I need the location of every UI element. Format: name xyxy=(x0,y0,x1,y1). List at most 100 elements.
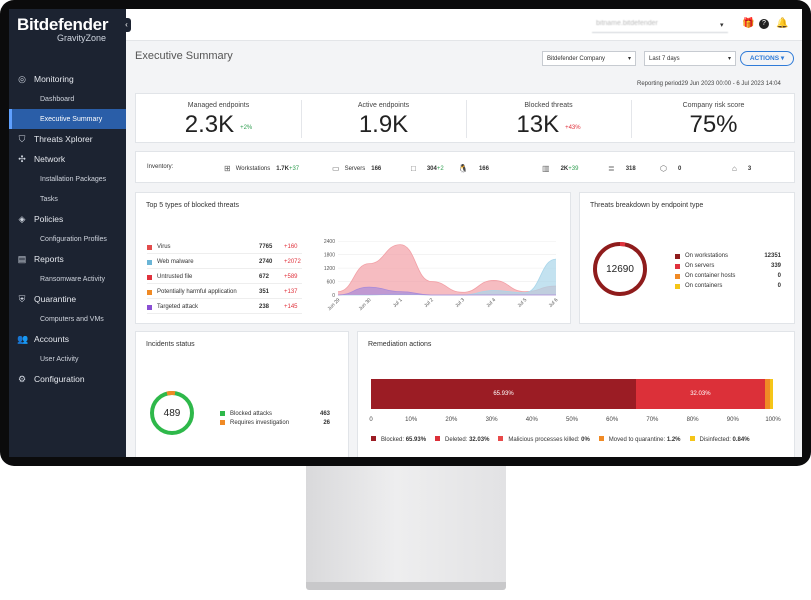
actions-button[interactable]: ACTIONS ▾ xyxy=(740,51,794,66)
inventory-name: Servers xyxy=(344,165,366,172)
y-tick-label: 0 xyxy=(332,293,335,299)
inventory-vm[interactable]: ▥ 2K +39 xyxy=(542,164,578,173)
x-tick-label: 50% xyxy=(565,417,579,423)
threat-row: Potentially harmful application 351 +137 xyxy=(147,286,302,299)
legend-value: 0% xyxy=(581,437,590,443)
legend-value: 65.93% xyxy=(405,437,427,443)
vm-icon: ▥ xyxy=(542,164,550,173)
remediation-stacked-bar: 65.93% 32.03% xyxy=(371,379,773,409)
user-dropdown[interactable]: bitname.bitdefender xyxy=(592,16,728,33)
sidebar-subitem-configuration-profiles[interactable]: Configuration Profiles xyxy=(9,229,126,249)
sidebar-subitem-ransomware-activity[interactable]: Ransomware Activity xyxy=(9,269,126,289)
legend-swatch xyxy=(147,289,152,295)
legend-swatch xyxy=(598,436,604,441)
inventory-count: 3 xyxy=(747,165,752,172)
sidebar-subitem-executive-summary[interactable]: Executive Summary xyxy=(9,109,126,129)
legend-label: Blocked: xyxy=(381,437,406,443)
remediation-legend-item: Deleted: 32.03% xyxy=(435,436,489,445)
sidebar-subitem-computers-and-vms[interactable]: Computers and VMs xyxy=(9,309,126,329)
y-tick-label: 600 xyxy=(327,280,336,286)
bar-segment-blocked[interactable]: 65.93% xyxy=(371,379,637,409)
kpi-value: 75% xyxy=(689,111,738,138)
notifications-icon[interactable]: 🔔 xyxy=(776,18,789,29)
kpi-company-risk-score: Company risk score 75% xyxy=(631,94,796,144)
threat-row: Virus 7765 +160 xyxy=(147,241,302,254)
storage-icon: ≣ xyxy=(608,164,615,173)
chevron-down-icon: ▾ xyxy=(780,55,785,62)
threat-name: Virus xyxy=(157,244,171,250)
kpi-label: Blocked threats xyxy=(524,102,573,109)
breakdown-row: On workstations 12351 xyxy=(675,251,781,261)
sidebar-item-monitoring[interactable]: ◎ Monitoring xyxy=(9,69,126,89)
gift-icon[interactable]: 🎁 xyxy=(742,18,755,29)
sidebar-item-label: Quarantine xyxy=(34,294,77,304)
kpi-delta: +43% xyxy=(565,124,581,131)
sidebar-item-network[interactable]: ✣ Network xyxy=(9,149,126,169)
sidebar-item-label: Network xyxy=(34,154,66,164)
inventory-network-device[interactable]: ⌂ 3 xyxy=(732,164,751,173)
card-title: Top 5 types of blocked threats xyxy=(146,202,239,209)
inventory-storage[interactable]: ≣ 318 xyxy=(608,164,636,173)
sidebar-item-label: User Activity xyxy=(40,355,79,363)
user-name: bitname.bitdefender xyxy=(596,20,658,27)
breakdown-count: 0 xyxy=(777,273,781,279)
reports-icon: ▤ xyxy=(17,254,27,264)
bar-segment-moved-to-quarantine[interactable] xyxy=(764,379,770,409)
brand-logo: Bitdefender xyxy=(17,15,109,34)
sidebar-item-label: Tasks xyxy=(40,195,58,203)
x-tick-label: Jun 29 xyxy=(327,297,342,312)
threat-count: 238 xyxy=(259,304,270,310)
sidebar-subitem-installation-packages[interactable]: Installation Packages xyxy=(9,169,126,189)
container-icon: ⬡ xyxy=(660,164,667,173)
threat-row: Untrusted file 672 +589 xyxy=(147,271,302,284)
company-filter[interactable]: Bitdefender Company ▾ xyxy=(542,51,636,66)
inventory-windows[interactable]: ⊞ Workstations 1.7K +37 xyxy=(224,164,299,173)
y-tick-label: 2400 xyxy=(324,239,335,245)
sidebar-item-accounts[interactable]: 👥 Accounts xyxy=(9,329,126,349)
threat-delta: +160 xyxy=(284,244,298,250)
collapse-sidebar-button[interactable]: ‹ xyxy=(122,18,131,32)
breakdown-total: 12690 xyxy=(606,264,634,275)
help-icon[interactable]: ? xyxy=(759,19,769,29)
sidebar-subitem-user-activity[interactable]: User Activity xyxy=(9,349,126,369)
legend-swatch xyxy=(147,244,152,250)
x-tick-label: 40% xyxy=(525,417,538,423)
bar-segment-deleted[interactable]: 32.03% xyxy=(636,379,765,409)
inventory-count: 2K xyxy=(560,165,569,172)
topbar: bitname.bitdefender ▾ 🎁 ? 🔔 xyxy=(126,9,802,41)
inventory-count: 1.7K xyxy=(276,165,289,172)
bar-segment-disinfected[interactable] xyxy=(769,379,773,409)
brand-product: GravityZone xyxy=(57,33,107,43)
sidebar-item-label: Threats Xplorer xyxy=(34,134,93,144)
period-filter[interactable]: Last 7 days ▾ xyxy=(644,51,736,66)
legend-label: Disinfected: xyxy=(699,437,733,443)
kpi-label: Company risk score xyxy=(682,102,745,109)
windows-icon: ⊞ xyxy=(224,164,231,173)
sidebar-item-reports[interactable]: ▤ Reports xyxy=(9,249,126,269)
sidebar-item-threats-xplorer[interactable]: ⛉ Threats Xplorer xyxy=(9,129,126,149)
incident-name: Requires investigation xyxy=(230,419,290,426)
sidebar-subitem-tasks[interactable]: Tasks xyxy=(9,189,126,209)
threat-row: Targeted attack 238 +145 xyxy=(147,301,302,314)
sidebar-item-policies[interactable]: ◈ Policies xyxy=(9,209,126,229)
inventory-linux[interactable]: 🐧 166 xyxy=(458,164,489,173)
breakdown-name: On container hosts xyxy=(685,273,736,279)
incident-row: Requires investigation 26 xyxy=(220,418,330,427)
main-content: bitname.bitdefender ▾ 🎁 ? 🔔 Executive Su… xyxy=(126,9,802,457)
incidents-card: Incidents status 489 Blocked attacks 463 R… xyxy=(135,331,349,457)
policy-icon: ◈ xyxy=(18,214,26,224)
kpi-label: Managed endpoints xyxy=(187,102,250,109)
inventory-server[interactable]: ▭ Servers 166 xyxy=(332,164,381,173)
incident-row: Blocked attacks 463 xyxy=(220,409,330,418)
inventory-name: Workstations xyxy=(235,165,271,172)
inventory-container[interactable]: ⬡ 0 xyxy=(660,164,681,173)
legend-value: 0.84% xyxy=(732,437,750,443)
sidebar-item-configuration[interactable]: ⚙ Configuration xyxy=(9,369,126,389)
inventory-count: 166 xyxy=(478,165,489,172)
kpi-value-row: 2.3K +2% xyxy=(136,109,301,139)
remediation-legend-item: Malicious processes killed: 0% xyxy=(498,436,590,445)
inventory-apple[interactable]: □ 304 +2 xyxy=(411,164,444,173)
sidebar-item-quarantine[interactable]: ⛨ Quarantine xyxy=(9,289,126,309)
sidebar-item-label: Configuration xyxy=(34,374,85,384)
sidebar-subitem-dashboard[interactable]: Dashboard xyxy=(9,89,126,109)
